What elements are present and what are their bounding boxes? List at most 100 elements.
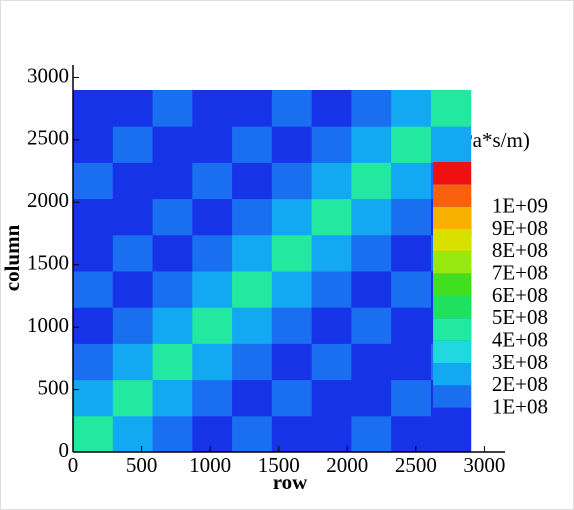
y-tick-label: 2500 [27,126,69,150]
heatmap-cell [232,343,273,381]
heatmap-cell [192,379,233,417]
heatmap-cell [271,162,313,200]
x-tick-label: 1500 [258,453,300,477]
heatmap-cell [271,307,313,344]
heatmap-cell [112,234,154,272]
heatmap-cell [271,270,313,308]
heatmap-cell [232,162,273,200]
x-tick-label: 3000 [463,453,505,477]
heatmap-cell [391,379,432,417]
colorbar-swatch [433,296,471,319]
heatmap-cell [351,234,392,272]
heatmap-cell [391,89,432,127]
heatmap-cell [391,415,432,453]
colorbar-tick-label: 8E+08 [492,238,548,262]
heatmap-cell [311,415,352,453]
heatmap-cell [192,415,233,453]
heatmap-cell [152,126,193,163]
heatmap-cell [73,198,114,236]
heatmap-cell [73,270,114,308]
colorbar-swatch [433,206,471,229]
heatmap-cell [73,343,114,381]
heatmap-cell [152,89,193,127]
heatmap-cell [311,89,352,127]
colorbar-tick-label: 1E+08 [492,394,548,418]
x-tick-label: 2000 [326,453,368,477]
colorbar-swatch [433,184,471,207]
heatmap-cell [192,307,233,344]
heatmap-cell [112,270,154,308]
heatmap-cell [391,234,432,272]
heatmap-cell [271,343,313,381]
heatmap-cell [112,343,154,381]
heatmap-cell [152,415,193,453]
heatmap-cell [311,162,352,200]
heatmap-cell [311,234,352,272]
heatmap-cell [112,162,154,200]
heatmap-cell [391,307,432,344]
heatmap-cell [152,234,193,272]
heatmap-cell [311,270,352,308]
y-tick-label: 0 [59,438,70,462]
colorbar-swatch [433,251,471,274]
heatmap-cell [391,343,432,381]
heatmap-cell [73,234,114,272]
heatmap-cell [152,343,193,381]
colorbar-tick-label: 5E+08 [492,305,548,329]
colorbar-tick-label: 7E+08 [492,260,548,284]
colorbar-tick-label: 2E+08 [492,372,548,396]
heatmap-cell [73,379,114,417]
heatmap-cell [351,162,392,200]
heatmap-cell [192,198,233,236]
heatmap-cell [232,307,273,344]
colorbar-swatch [433,363,471,386]
heatmap-cell [152,307,193,344]
heatmap-cell [351,343,392,381]
colorbar-swatch [433,385,471,408]
heatmap-cell [351,379,392,417]
colorbar-swatch [433,229,471,252]
x-tick-label: 2500 [395,453,437,477]
y-axis-label: column [0,224,24,291]
heatmap-cell [271,126,313,163]
heatmap-cell [430,126,472,163]
heatmap-cell [232,379,273,417]
heatmap-cell [271,379,313,417]
heatmap-cell [152,379,193,417]
colorbar-tick-label: 1E+09 [492,193,548,217]
heatmap-cell [152,270,193,308]
heatmap-cell [73,307,114,344]
heatmap-cell [311,379,352,417]
heatmap-cell [73,89,114,127]
heatmap-cell [271,234,313,272]
heatmap-cell [351,89,392,127]
heatmap-cell [152,162,193,200]
heatmap-cell [192,234,233,272]
heatmap-cell [351,270,392,308]
heatmap-cell [112,89,154,127]
colorbar-swatch [433,318,471,341]
colorbar-swatch [433,340,471,363]
heatmap-cell [391,162,432,200]
y-tick-label: 3000 [27,63,69,87]
heatmap-cell [112,415,154,453]
heatmap-cell [192,270,233,308]
heatmap-cell [232,270,273,308]
heatmap-cell [73,415,114,453]
heatmap-cell [73,162,114,200]
heatmap-cell [311,198,352,236]
heatmap-cell [271,198,313,236]
colorbar-tick-label: 6E+08 [492,283,548,307]
y-tick-label: 2000 [27,188,69,212]
heatmap-cell [112,379,154,417]
heatmap-cell [192,126,233,163]
heatmap-cell [192,89,233,127]
heatmap-cell [232,234,273,272]
y-tick-label: 500 [38,375,70,399]
heatmap-cell [311,126,352,163]
heatmap-cell [271,415,313,453]
heatmap-cell [192,343,233,381]
heatmap-cell [232,89,273,127]
heatmap-cell [391,198,432,236]
heatmap-cell [271,89,313,127]
